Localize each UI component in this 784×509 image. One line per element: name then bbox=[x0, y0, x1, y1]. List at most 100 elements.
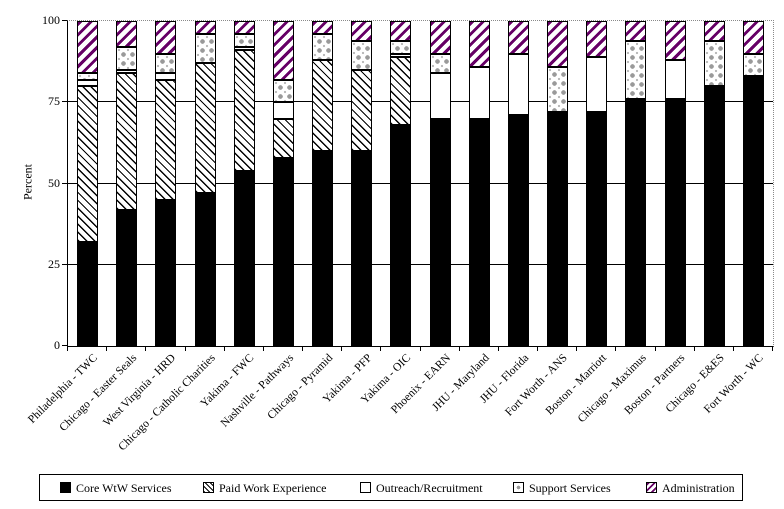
y-axis-tick bbox=[62, 345, 67, 346]
x-axis-tick bbox=[537, 346, 538, 351]
bar-segment bbox=[116, 73, 138, 210]
legend-item: Outreach/Recruitment bbox=[360, 482, 483, 494]
bar-segment bbox=[742, 53, 764, 77]
bar-segment bbox=[429, 53, 451, 73]
bar-segment bbox=[77, 86, 99, 242]
legend-item: Support Services bbox=[513, 482, 611, 494]
bar bbox=[107, 21, 146, 346]
bar-segment bbox=[233, 170, 255, 346]
legend-swatch-icon bbox=[203, 482, 214, 493]
y-axis-tick bbox=[62, 182, 67, 184]
bar-segment bbox=[547, 112, 569, 346]
bar-segment bbox=[351, 69, 373, 151]
legend-item-label: Outreach/Recruitment bbox=[376, 480, 483, 495]
bar-segment bbox=[77, 79, 99, 86]
bar-segment bbox=[272, 118, 294, 158]
bar-segment bbox=[272, 157, 294, 346]
bar-segment bbox=[312, 60, 334, 151]
x-axis-tick bbox=[615, 346, 617, 351]
x-axis-tick bbox=[184, 346, 186, 351]
bar-segment bbox=[625, 21, 647, 41]
y-axis-tick bbox=[62, 20, 67, 21]
bar-segment bbox=[351, 40, 373, 70]
bar bbox=[146, 21, 185, 346]
bar bbox=[381, 21, 420, 346]
bar-segment bbox=[312, 21, 334, 34]
bar-segment bbox=[468, 21, 490, 67]
bar-segment bbox=[586, 56, 608, 112]
bar bbox=[68, 21, 107, 346]
bar-segment bbox=[233, 34, 255, 47]
x-axis-tick bbox=[223, 346, 225, 351]
legend-item-label: Support Services bbox=[529, 480, 611, 495]
y-axis-tick-label: 50 bbox=[48, 175, 60, 190]
bar bbox=[225, 21, 264, 346]
bar-segment bbox=[233, 21, 255, 34]
bar-segment bbox=[116, 21, 138, 47]
bar-segment bbox=[233, 47, 255, 51]
bar bbox=[616, 21, 655, 346]
bar bbox=[577, 21, 616, 346]
bar-segment bbox=[547, 66, 569, 112]
x-axis-tick bbox=[497, 346, 499, 351]
bar bbox=[538, 21, 577, 346]
bar-segment bbox=[390, 21, 412, 41]
y-axis-tick bbox=[62, 101, 67, 103]
gridline bbox=[68, 182, 773, 184]
gridline bbox=[68, 101, 773, 103]
bar-segment bbox=[507, 53, 529, 116]
bar-segment bbox=[351, 151, 373, 346]
bar bbox=[264, 21, 303, 346]
x-axis-tick bbox=[106, 346, 108, 351]
bar-segment bbox=[703, 86, 725, 346]
bar bbox=[186, 21, 225, 346]
bar-segment bbox=[625, 40, 647, 99]
bar-segment bbox=[586, 112, 608, 346]
x-axis-label: Nashville - Pathways bbox=[218, 352, 296, 430]
bar-segment bbox=[116, 47, 138, 70]
bar-segment bbox=[429, 21, 451, 54]
legend-item-label: Administration bbox=[662, 480, 735, 495]
bar bbox=[656, 21, 695, 346]
y-axis-tick bbox=[62, 263, 67, 265]
bar-segment bbox=[625, 99, 647, 346]
x-axis-tick bbox=[145, 346, 147, 351]
bar-segment bbox=[116, 69, 138, 73]
bar-segment bbox=[312, 34, 334, 60]
gridline bbox=[68, 263, 773, 265]
legend: Core WtW Services Paid Work Experience Out… bbox=[39, 474, 743, 501]
bar-segment bbox=[194, 34, 216, 64]
bar-segment bbox=[390, 53, 412, 57]
x-axis-label: Philadelphia - TWC bbox=[26, 352, 101, 426]
bar-segment bbox=[742, 21, 764, 54]
bar-segment bbox=[155, 21, 177, 54]
bar-segment bbox=[390, 56, 412, 125]
bar-segment bbox=[664, 21, 686, 60]
legend-swatch-icon bbox=[646, 482, 657, 493]
x-axis-tick bbox=[458, 346, 460, 351]
bar bbox=[499, 21, 538, 346]
bar-segment bbox=[155, 73, 177, 80]
bar-segment bbox=[77, 73, 99, 80]
x-axis-label: West Virginia - HRD bbox=[101, 352, 179, 429]
y-axis-tick-label: 25 bbox=[48, 256, 60, 271]
bar-segment bbox=[194, 21, 216, 34]
bar-segment bbox=[586, 21, 608, 57]
bar-segment bbox=[351, 21, 373, 41]
legend-item: Administration bbox=[646, 482, 735, 494]
bar-segment bbox=[664, 99, 686, 346]
bar-segment bbox=[507, 115, 529, 346]
bar bbox=[342, 21, 381, 346]
x-axis-tick bbox=[732, 346, 734, 351]
bar-segment bbox=[155, 199, 177, 346]
bar-segment bbox=[429, 73, 451, 119]
bar-segment bbox=[116, 209, 138, 346]
bar-segment bbox=[194, 193, 216, 346]
y-axis-tick-label: 75 bbox=[48, 94, 60, 109]
bar-segment bbox=[703, 21, 725, 41]
bar bbox=[734, 21, 773, 346]
x-axis-tick bbox=[262, 346, 264, 351]
bar bbox=[695, 21, 734, 346]
bar-segment bbox=[742, 76, 764, 346]
